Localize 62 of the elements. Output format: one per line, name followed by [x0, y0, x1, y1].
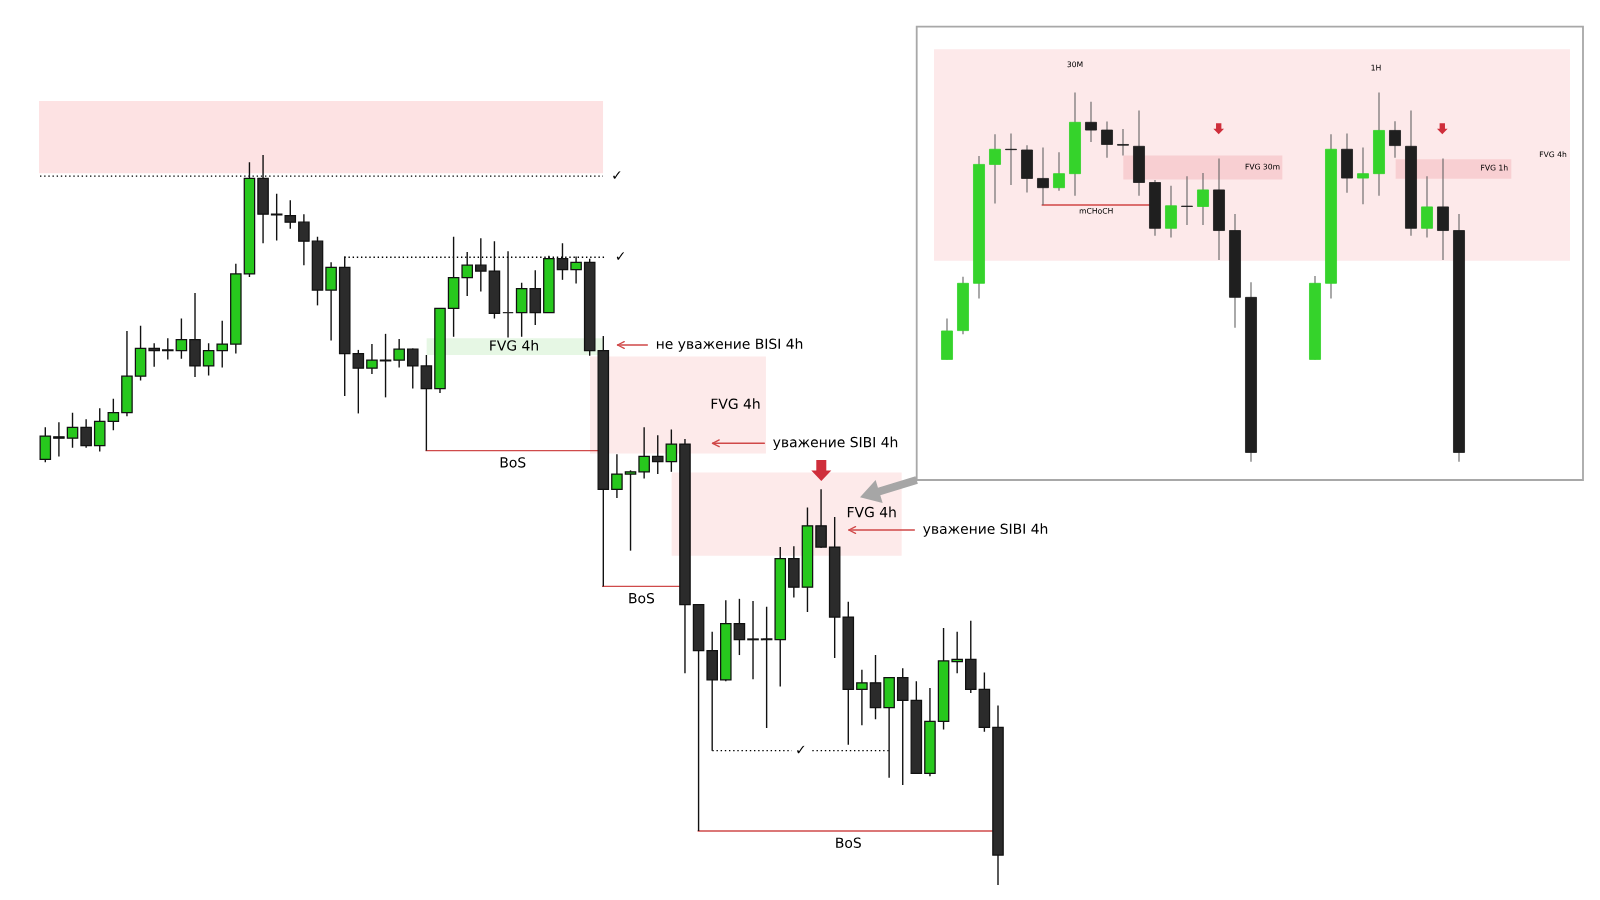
candlestick: [747, 600, 759, 680]
annotation: FVG 4h: [847, 506, 896, 518]
candlestick: [107, 398, 120, 431]
ref-line-label: ✓: [613, 171, 621, 179]
candlestick: [1117, 128, 1129, 157]
candlestick: [325, 261, 337, 342]
candlestick: [1101, 121, 1113, 159]
candlestick: [624, 469, 637, 552]
candlestick: [1053, 151, 1065, 192]
candlestick: [270, 192, 283, 242]
candlestick: [161, 337, 174, 361]
candlestick: [66, 411, 79, 449]
candlestick: [815, 488, 827, 549]
candlestick: [951, 630, 963, 674]
candlestick: [570, 255, 582, 285]
candlestick: [39, 426, 52, 464]
annotation: не уважение BISI 4h: [656, 338, 803, 352]
candlestick: [1181, 175, 1193, 226]
ref-line-label: ✓: [616, 252, 625, 260]
candlestick: [1165, 185, 1177, 239]
candlestick: [366, 343, 378, 375]
candlestick: [856, 668, 868, 726]
candlestick: [352, 349, 365, 415]
candlestick: [1197, 172, 1209, 226]
candlestick: [393, 338, 405, 369]
candlestick: [1085, 101, 1097, 143]
candlestick: [1037, 146, 1049, 206]
candlestick: [175, 317, 188, 360]
candlestick: [461, 251, 474, 297]
candlestick: [53, 421, 65, 458]
candlestick: [502, 250, 514, 339]
ref-line-label: ✓: [797, 745, 805, 754]
annotation: уважение SIBI 4h: [773, 436, 898, 451]
candlestick: [611, 453, 623, 499]
candlestick: [475, 237, 487, 293]
ref-line-label: BoS: [629, 592, 655, 604]
candlestick: [298, 213, 310, 266]
annotation: FVG 4h: [711, 398, 760, 410]
ref-line-label: BoS: [836, 837, 861, 848]
candlestick: [202, 342, 215, 377]
candlestick: [420, 354, 433, 452]
candlestick: [1437, 157, 1449, 261]
candlestick: [406, 347, 419, 390]
candlestick: [1389, 120, 1401, 159]
candlestick: [1357, 146, 1369, 205]
candlestick: [379, 333, 392, 399]
ref-line-label: BoS: [500, 457, 526, 468]
candlestick: [638, 426, 650, 480]
candlestick: [556, 242, 569, 281]
candlestick: [665, 428, 678, 473]
candlestick: [80, 418, 92, 449]
candlestick: [760, 606, 773, 729]
candlestick: [989, 133, 1001, 205]
candlestick: [896, 667, 909, 786]
annotation: уважение SIBI 4h: [923, 523, 1048, 537]
candlestick: [1421, 175, 1433, 239]
candlestick: [216, 320, 229, 369]
candlestick: [148, 342, 160, 368]
annotation: FVG 4h: [490, 339, 538, 351]
candlestick: [651, 434, 664, 475]
candlestick: [733, 598, 746, 656]
candlestick: [284, 199, 297, 230]
